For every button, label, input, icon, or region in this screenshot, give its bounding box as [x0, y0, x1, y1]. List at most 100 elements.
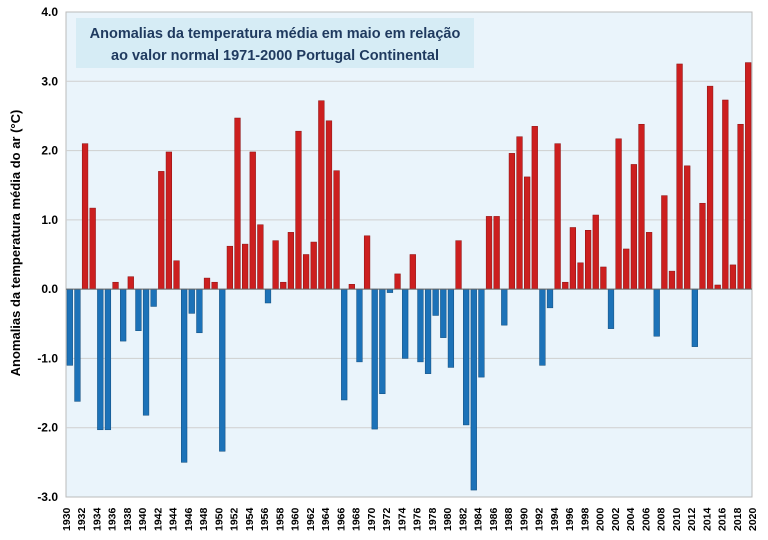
bar-1971: [371, 288, 378, 430]
x-tick-label: 2018: [732, 507, 744, 531]
bar-1933: [81, 143, 89, 290]
bar-1987: [493, 216, 500, 290]
x-tick-label: 1978: [427, 507, 439, 531]
bar-2002: [607, 288, 615, 329]
bar-1982: [455, 240, 462, 290]
bar-2011: [676, 63, 683, 290]
bar-1985: [478, 288, 485, 378]
x-tick-label: 1956: [259, 507, 271, 531]
bar-1937: [112, 281, 119, 290]
bar-2014: [699, 202, 706, 290]
bar-1981: [447, 288, 455, 368]
chart-title-line-1: Anomalias da temperatura média em maio e…: [90, 26, 461, 42]
bar-1943: [158, 171, 165, 290]
bar-1975: [402, 288, 409, 359]
bar-1970: [363, 235, 371, 290]
bar-2013: [691, 288, 698, 347]
bar-1992: [531, 126, 538, 290]
bar-1997: [569, 227, 576, 290]
x-tick-label: 2006: [640, 507, 652, 531]
x-tick-label: 1958: [274, 507, 286, 531]
x-tick-label: 1940: [137, 507, 149, 531]
x-tick-label: 2012: [686, 507, 698, 531]
y-tick-label: -1.0: [37, 351, 58, 365]
bar-1936: [104, 288, 112, 431]
bar-1941: [142, 288, 150, 416]
bar-1960: [287, 232, 294, 290]
x-tick-label: 1982: [457, 507, 469, 531]
bar-1986: [485, 216, 493, 290]
bar-1991: [524, 176, 531, 290]
bar-1989: [508, 153, 516, 290]
bar-1946: [181, 288, 188, 463]
x-tick-label: 1944: [168, 507, 180, 531]
x-tick-label: 1954: [244, 507, 256, 531]
x-tick-label: 1976: [412, 507, 424, 531]
bar-2017: [722, 99, 729, 290]
bar-2010: [668, 270, 676, 290]
bar-2000: [592, 214, 599, 290]
bar-1979: [432, 288, 439, 316]
bar-1976: [409, 254, 416, 290]
bar-1977: [417, 288, 424, 363]
y-tick-label: 0.0: [41, 282, 58, 296]
bar-1948: [196, 288, 203, 334]
bar-1984: [470, 288, 477, 491]
y-axis-label: Anomalias da temperatura média do ar (°C…: [8, 110, 23, 377]
bar-1990: [516, 136, 523, 290]
bar-1963: [310, 241, 317, 290]
bar-2007: [645, 232, 653, 290]
y-tick-label: 1.0: [41, 213, 58, 227]
bar-2019: [737, 123, 744, 290]
bar-1980: [440, 288, 447, 338]
x-tick-label: 1952: [229, 507, 241, 531]
bar-1942: [150, 288, 157, 307]
y-tick-label: 2.0: [41, 144, 58, 158]
x-tick-label: 1966: [335, 507, 347, 531]
bar-1953: [234, 117, 241, 290]
x-tick-label: 2010: [671, 507, 683, 531]
plot-area: [65, 11, 753, 498]
bar-1949: [203, 277, 211, 290]
bar-1973: [386, 288, 394, 293]
bar-1994: [546, 288, 554, 309]
y-tick-label: -3.0: [37, 490, 58, 504]
x-tick-label: 1930: [61, 507, 73, 531]
bar-2020: [745, 62, 752, 290]
bar-2006: [638, 123, 645, 290]
bar-1959: [280, 281, 287, 290]
y-axis-ticks: 4.0 3.0 2.0 1.0 0.0 -1.0 -2.0 -3.0: [37, 5, 58, 504]
bar-1969: [356, 288, 363, 363]
bars: [66, 62, 752, 491]
x-tick-label: 1992: [534, 507, 546, 531]
bar-1966: [333, 170, 340, 290]
x-tick-label: 1990: [518, 507, 530, 531]
x-tick-label: 2020: [747, 507, 759, 531]
x-tick-label: 1942: [152, 507, 164, 531]
x-tick-label: 1974: [396, 507, 408, 531]
x-tick-label: 1994: [549, 507, 561, 531]
bar-2005: [630, 164, 637, 290]
bar-2001: [600, 266, 607, 290]
x-tick-label: 1950: [213, 507, 225, 531]
bar-1951: [219, 288, 226, 452]
x-tick-label: 1986: [488, 507, 500, 531]
y-tick-label: 3.0: [41, 74, 58, 88]
bar-1962: [302, 254, 310, 290]
x-tick-label: 1946: [183, 507, 195, 531]
bar-1983: [463, 288, 470, 426]
bar-2009: [661, 195, 668, 290]
x-tick-label: 1960: [290, 507, 302, 531]
x-tick-label: 1932: [76, 507, 88, 531]
bar-2004: [623, 248, 630, 290]
chart-title-line-2: ao valor normal 1971-2000 Portugal Conti…: [111, 48, 439, 64]
x-tick-label: 2002: [610, 507, 622, 531]
bar-1938: [120, 288, 127, 342]
bar-1999: [585, 230, 592, 290]
bar-1972: [379, 288, 386, 395]
y-tick-label: -2.0: [37, 421, 58, 435]
bar-1956: [257, 224, 264, 290]
bar-1964: [318, 100, 325, 290]
bar-1950: [211, 281, 218, 290]
